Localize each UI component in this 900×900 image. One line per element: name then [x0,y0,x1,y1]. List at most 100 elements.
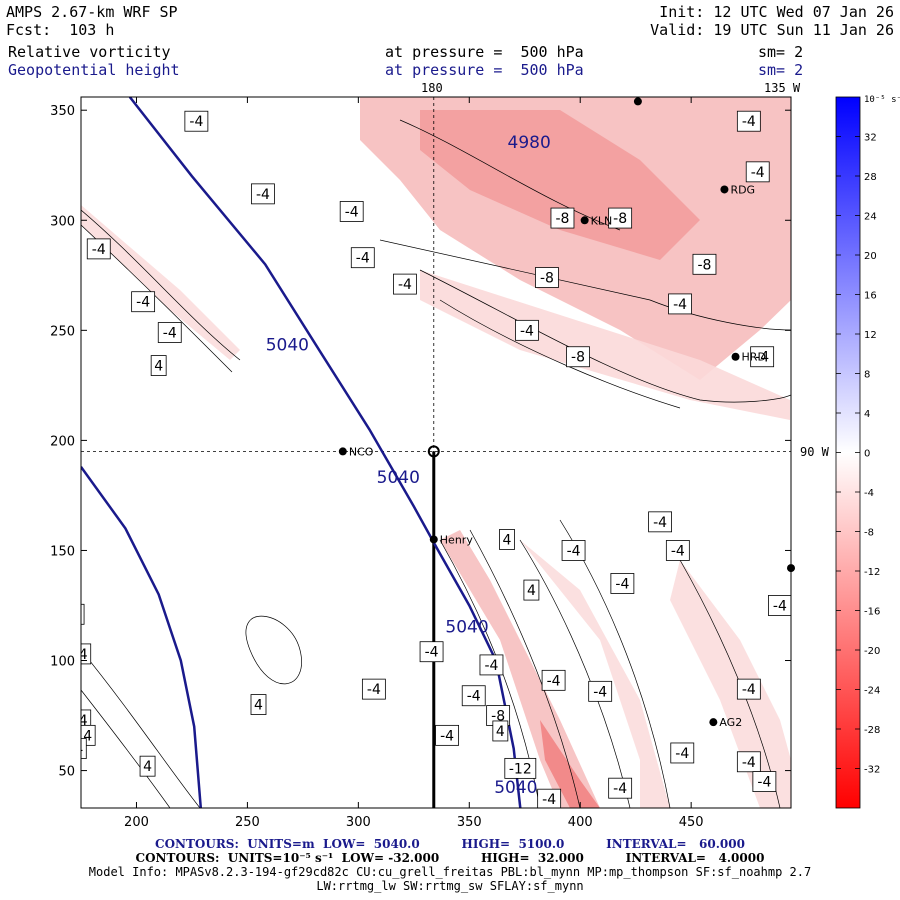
station-label: Henry [440,533,474,546]
vort-contour-line [81,209,241,361]
vorticity-label: -4 [425,645,439,661]
field2-level: at pressure = 500 hPa [385,61,584,79]
vorticity-label: 4 [79,647,88,663]
field1-smoothing: sm= 2 [758,43,804,61]
colorbar-tick-label: 20 [864,251,877,262]
station-label: NCO [349,445,374,458]
height-contour-label: 5040 [494,778,537,798]
y-tick-label: 350 [50,104,75,119]
y-tick-label: 300 [50,214,75,229]
colorbar: 32 28 24 20 16 12 8 4 0 -4 -8 -12 -16 -20 -24 -28 -32 [835,96,880,809]
colorbar-tick-label: 16 [864,291,877,302]
vorticity-label: -4 [773,598,787,614]
vorticity-label: 4 [254,698,263,714]
vorticity-label: -4 [673,297,687,313]
vorticity-label-box [608,207,633,229]
vorticity-label: -4 [92,242,106,258]
vorticity-shading [81,97,791,808]
vorticity-label-box [736,678,761,700]
colorbar-unit-label: 10⁻⁵ s⁻¹ [864,95,900,105]
station-marker [580,216,589,225]
x-tick-label: 350 [457,815,482,830]
vorticity-label: -8 [571,350,585,366]
vorticity-label-box [131,291,156,313]
height-contour-5040 [128,97,522,808]
height-contour-label: 5040 [377,468,420,488]
vorticity-label-box [648,511,672,533]
vorticity-label: -4 [742,114,756,130]
height-contour-label: 5040 [445,617,488,637]
colorbar-tick-label: -28 [864,725,880,736]
vorticity-label: 4 [527,583,536,599]
vorticity-label-box [184,110,209,132]
colorbar-tick-label: 8 [864,370,870,381]
model-title: AMPS 2.67-km WRF SP [6,3,178,21]
vorticity-label: -4 [742,755,756,771]
vorticity-label-box [535,267,559,288]
vorticity-label-box [81,603,85,625]
lon-label-135w: 135 W [764,81,801,95]
vorticity-label-box [81,643,92,665]
field2-smoothing: sm= 2 [758,61,804,79]
vorticity-label: -4 [467,689,481,705]
x-tick-label: 250 [235,815,260,830]
vorticity-label-box [393,273,417,295]
vorticity-label-box [752,771,777,792]
vorticity-label-box [157,322,182,343]
vort-contour-line [81,689,171,808]
colorbar-tick-label: 28 [864,172,877,183]
vorticity-label-box [736,751,761,773]
station-marker [731,352,740,361]
vorticity-label: -4 [440,728,454,744]
field2-name: Geopotential height [8,61,180,79]
vorticity-label-box [339,201,364,222]
vorticity-label: -4 [356,251,370,267]
vorticity-label: -4 [398,277,412,293]
colorbar-tick-label: -24 [864,686,880,697]
station-marker [633,97,642,106]
vort-contour-line [399,119,621,231]
vorticity-label-box [692,253,717,275]
x-tick-label: 450 [679,815,704,830]
height-contour-info: CONTOURS: UNITS=m LOW= 5040.0 HIGH= 5100… [155,837,745,851]
y-tick-label: 50 [58,765,75,780]
vorticity-label: -4 [593,684,607,700]
vorticity-label-box [745,161,770,183]
lon-label-90w: 90 W [800,445,829,459]
vorticity-label: -4 [757,775,771,791]
vorticity-label-box [588,680,613,702]
colorbar-tick-label: 4 [864,409,870,420]
model-info: Model Info: MPASv8.2.3-194-gf29cd82c CU:… [88,865,812,879]
vorticity-label: -4 [567,543,581,559]
vort-shading-south-3 [540,720,600,808]
y-tick-label: 100 [50,655,75,670]
vorticity-label: 4 [72,607,81,623]
vorticity-label: -4 [675,746,689,762]
station-label: RDG [730,183,755,196]
x-tick-label: 300 [346,815,371,830]
vorticity-label-box [610,573,635,594]
colorbar-tick-label: -4 [864,488,874,499]
vorticity-label: -4 [751,165,765,181]
vorticity-label: -4 [345,204,359,220]
vorticity-label-box [139,755,156,777]
station-marker [720,185,729,194]
vorticity-label-box [665,540,690,561]
vorticity-label-box [435,724,459,746]
vorticity-label-box [608,777,633,799]
y-tick-label: 200 [50,434,75,449]
vort-contour-line [469,529,581,808]
vorticity-label-box [251,183,275,205]
valid-time: Valid: 19 UTC Sun 11 Jan 26 [650,21,894,39]
vorticity-label-box [419,641,444,663]
vorticity-label-box [541,669,566,691]
vorticity-label: -4 [542,792,556,808]
colorbar-tick-label: 32 [864,133,877,144]
field1-name: Relative vorticity [8,43,171,61]
colorbar-tick-label: -16 [864,607,880,618]
vorticity-label: -8 [491,709,505,725]
vorticity-label: -4 [256,187,270,203]
vorticity-label-box [250,694,267,715]
vorticity-label-box [750,346,775,368]
crosshair-marker [427,445,440,458]
